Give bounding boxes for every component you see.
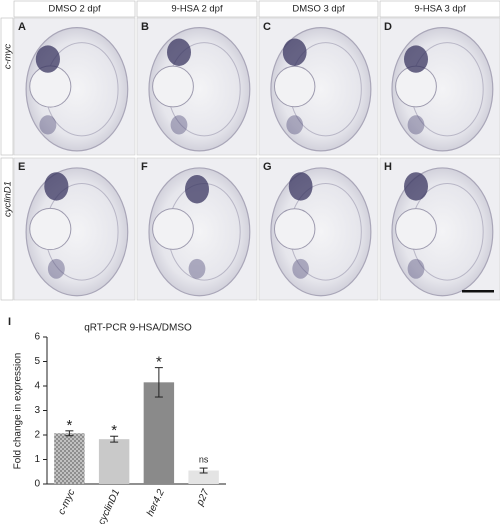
lens bbox=[152, 208, 194, 250]
stain bbox=[170, 115, 188, 135]
panel-letter: C bbox=[263, 21, 271, 33]
eye-outline bbox=[148, 167, 251, 297]
bar bbox=[54, 433, 85, 484]
panel-letter: G bbox=[263, 161, 272, 173]
y-tick-label: 5 bbox=[34, 356, 40, 367]
bar bbox=[143, 382, 175, 484]
error-bar bbox=[65, 430, 74, 437]
significance-label: * bbox=[156, 354, 162, 371]
eye-outline bbox=[270, 167, 372, 297]
error-bar bbox=[199, 467, 208, 474]
row-label-cell bbox=[0, 17, 14, 156]
header-cell bbox=[258, 0, 379, 18]
stain bbox=[282, 38, 307, 66]
y-axis-label: Fold change in expression bbox=[13, 353, 24, 470]
bar bbox=[188, 470, 219, 484]
column-header: 9-HSA 3 dpf bbox=[414, 4, 466, 15]
y-tick-label: 4 bbox=[34, 381, 40, 392]
y-tick-label: 1 bbox=[34, 454, 40, 465]
lens bbox=[29, 207, 72, 251]
row-label: cyclinD1 bbox=[3, 181, 14, 217]
stain bbox=[167, 38, 191, 66]
row-label-cell bbox=[0, 157, 14, 301]
stain bbox=[188, 258, 206, 279]
header-cell bbox=[136, 0, 258, 18]
chart-title: qRT-PCR 9-HSA/DMSO bbox=[84, 323, 192, 334]
error-bar bbox=[110, 435, 119, 443]
significance-label: * bbox=[66, 417, 72, 434]
lens bbox=[395, 208, 437, 250]
panel-letter: I bbox=[8, 316, 11, 328]
stain bbox=[407, 115, 425, 135]
lens bbox=[273, 208, 316, 250]
column-header: DMSO 3 dpf bbox=[292, 4, 345, 15]
stain bbox=[404, 45, 428, 73]
panel-letter: D bbox=[384, 21, 392, 33]
stain bbox=[404, 172, 428, 201]
y-tick-label: 3 bbox=[34, 405, 40, 416]
column-header: 9-HSA 2 dpf bbox=[171, 4, 223, 15]
y-tick-label: 6 bbox=[34, 332, 40, 343]
stain bbox=[35, 45, 60, 73]
column-header: DMSO 2 dpf bbox=[48, 4, 101, 15]
panel-letter: F bbox=[141, 161, 148, 173]
panel-letter: E bbox=[18, 161, 25, 173]
panel-letter: A bbox=[18, 21, 26, 33]
stain bbox=[185, 175, 209, 204]
stain bbox=[44, 172, 69, 201]
panel-letter: H bbox=[384, 161, 392, 173]
scale-bar bbox=[462, 290, 494, 293]
stain bbox=[292, 258, 309, 279]
eye-outline bbox=[25, 167, 129, 297]
header-cell bbox=[379, 0, 500, 18]
bar bbox=[98, 439, 130, 484]
significance-label: * bbox=[111, 422, 117, 439]
row-label: c-myc bbox=[3, 44, 14, 70]
stain bbox=[407, 258, 425, 279]
stain bbox=[288, 172, 313, 201]
significance-label: ns bbox=[199, 454, 209, 464]
y-tick-label: 0 bbox=[34, 479, 40, 490]
error-bar bbox=[154, 367, 163, 398]
stain bbox=[286, 115, 304, 135]
lens bbox=[273, 65, 316, 108]
panel-letter: B bbox=[141, 21, 149, 33]
stain bbox=[39, 115, 57, 135]
header-cell bbox=[13, 0, 136, 18]
stain bbox=[47, 258, 65, 279]
lens bbox=[152, 65, 194, 108]
y-tick-label: 2 bbox=[34, 430, 40, 441]
